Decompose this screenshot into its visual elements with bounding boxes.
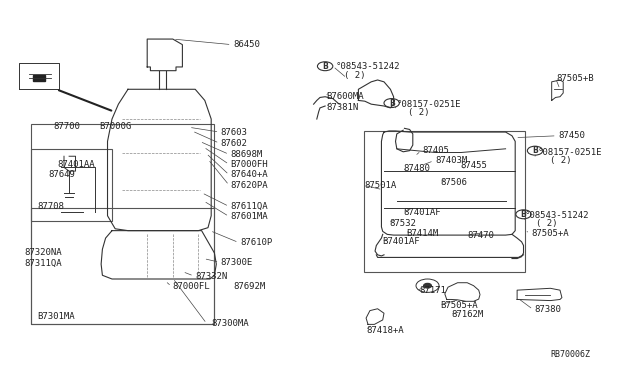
Text: B7401AF: B7401AF [383,237,420,246]
Text: 87332N: 87332N [195,272,227,280]
Text: 87603: 87603 [221,128,248,137]
Text: 87601MA: 87601MA [230,212,268,221]
Text: B7301MA: B7301MA [37,312,75,321]
Text: °08543-51242: °08543-51242 [336,62,401,71]
Text: RB70006Z: RB70006Z [550,350,590,359]
Text: 87450: 87450 [558,131,585,140]
Text: 88698M: 88698M [230,150,262,159]
Text: °08157-0251E: °08157-0251E [397,100,461,109]
Text: ( 2): ( 2) [536,219,558,228]
Bar [33,75,45,81]
Text: B7414M: B7414M [406,229,438,238]
Text: B7000FH: B7000FH [230,160,268,169]
Text: 87505+A: 87505+A [531,229,569,238]
Text: 87611QA: 87611QA [230,202,268,211]
Text: 87470: 87470 [467,231,494,240]
Text: B7600MA: B7600MA [326,92,364,101]
Text: 87649: 87649 [48,170,75,179]
Text: 87602: 87602 [221,139,248,148]
Text: 87640+A: 87640+A [230,170,268,179]
Text: 87320NA: 87320NA [24,248,62,257]
Text: 87380: 87380 [534,305,561,314]
Text: B: B [389,99,394,108]
Text: B: B [323,62,328,71]
Text: 87708: 87708 [37,202,64,211]
Text: B: B [532,146,538,155]
Text: 87505+B: 87505+B [557,74,595,83]
Text: 86450: 86450 [234,40,260,49]
Text: B7505+A: B7505+A [440,301,478,310]
Text: B7000G: B7000G [99,122,131,131]
Bar [31,124,214,324]
Bar [31,208,214,324]
Text: B: B [521,210,526,219]
Text: 87300MA: 87300MA [211,319,249,328]
Bar [31,149,112,221]
Text: 87506: 87506 [440,178,467,187]
Text: 87418+A: 87418+A [367,326,404,335]
Text: °08543-51242: °08543-51242 [525,211,589,220]
Text: 87700: 87700 [53,122,80,131]
Text: 87401AF: 87401AF [403,208,441,217]
Bar [364,131,525,272]
Text: ( 2): ( 2) [550,156,572,165]
Circle shape [424,283,431,288]
Text: 87480: 87480 [403,164,430,173]
Text: 87455: 87455 [461,161,488,170]
Text: 87401AA: 87401AA [58,160,95,169]
Text: ( 2): ( 2) [408,108,430,117]
Text: °08157-0251E: °08157-0251E [538,148,602,157]
Text: 87620PA: 87620PA [230,181,268,190]
Text: 87381N: 87381N [326,103,358,112]
Text: 87692M: 87692M [234,282,266,291]
Text: 87501A: 87501A [365,181,397,190]
Text: 87405: 87405 [422,146,449,155]
Text: 87311QA: 87311QA [24,259,62,268]
Text: 87532: 87532 [389,219,416,228]
Text: 87403M: 87403M [435,156,467,165]
Text: 87162M: 87162M [451,310,483,319]
Text: 87000FL: 87000FL [173,282,211,291]
Text: 87610P: 87610P [240,238,272,247]
Text: 87171: 87171 [419,286,446,295]
Text: ( 2): ( 2) [344,71,366,80]
Text: 87300E: 87300E [221,258,253,267]
